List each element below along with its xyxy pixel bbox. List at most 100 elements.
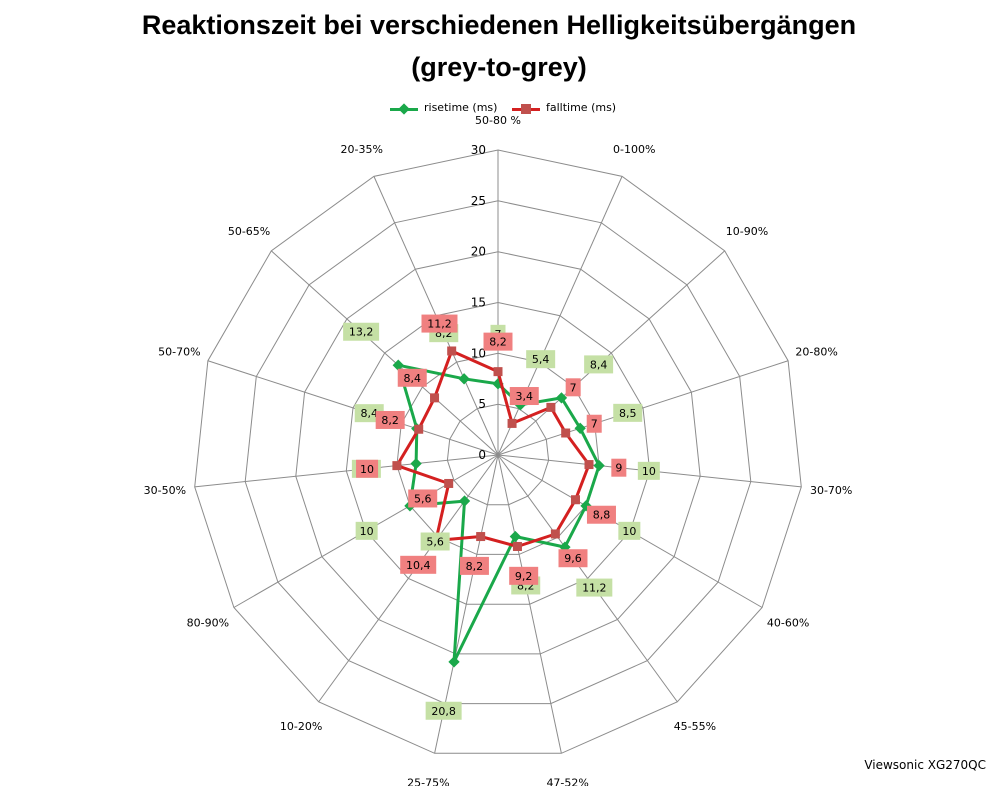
grid-spoke bbox=[207, 360, 499, 456]
falltime-marker bbox=[493, 367, 503, 377]
falltime-data-label: 8,4 bbox=[403, 372, 421, 385]
grid-spoke bbox=[497, 360, 789, 456]
falltime-data-label: 10,4 bbox=[406, 559, 431, 572]
grid-ring bbox=[244, 200, 752, 705]
radial-tick-label: 5 bbox=[478, 397, 486, 411]
category-label: 20-35% bbox=[341, 143, 383, 156]
grid-spoke bbox=[271, 250, 499, 456]
data-label-bg bbox=[558, 549, 588, 568]
falltime-data-label: 8,8 bbox=[593, 509, 611, 522]
falltime-marker bbox=[392, 461, 402, 471]
risetime-data-label: 11,2 bbox=[582, 582, 607, 595]
data-label-bg bbox=[397, 368, 427, 387]
risetime-data-label: 5,6 bbox=[426, 536, 444, 549]
falltime-marker bbox=[584, 460, 594, 470]
falltime-data-label: 3,4 bbox=[516, 390, 534, 403]
category-label: 0-100% bbox=[613, 143, 655, 156]
data-label-bg bbox=[355, 521, 378, 540]
category-label: 20-80% bbox=[795, 345, 837, 358]
risetime-data-label: 10 bbox=[360, 525, 374, 538]
falltime-marker bbox=[546, 402, 556, 412]
falltime-marker bbox=[476, 532, 486, 542]
data-label-bg bbox=[420, 532, 450, 551]
watermark: Viewsonic XG270QC bbox=[864, 758, 986, 772]
falltime-marker bbox=[507, 418, 517, 428]
data-label-bg bbox=[375, 410, 405, 429]
category-label: 50-70% bbox=[158, 345, 200, 358]
falltime-data-label: 8,2 bbox=[466, 560, 484, 573]
risetime-marker bbox=[448, 656, 460, 668]
category-label: 50-80 % bbox=[475, 114, 521, 127]
data-label-bg bbox=[611, 458, 627, 477]
grid-ring bbox=[295, 251, 701, 655]
grid-spoke bbox=[497, 454, 562, 754]
data-label-bg bbox=[425, 701, 462, 720]
risetime-data-label: 8,4 bbox=[590, 358, 608, 371]
grid-spoke bbox=[497, 454, 678, 703]
falltime-marker bbox=[550, 529, 560, 539]
legend-label-risetime: risetime (ms) bbox=[424, 101, 498, 114]
data-label-bg bbox=[509, 566, 539, 585]
data-label-bg bbox=[408, 489, 438, 508]
data-label-bg bbox=[421, 314, 458, 333]
chart-title: Reaktionszeit bei verschiedenen Helligke… bbox=[141, 10, 857, 40]
radial-tick-label: 30 bbox=[471, 143, 486, 157]
grid-spoke bbox=[497, 250, 725, 456]
falltime-marker bbox=[447, 346, 457, 356]
grid-spoke bbox=[194, 454, 499, 488]
falltime-data-label: 5,6 bbox=[414, 492, 432, 505]
risetime-data-label: 20,8 bbox=[431, 705, 456, 718]
category-label: 10-20% bbox=[280, 720, 322, 733]
risetime-marker bbox=[509, 530, 521, 543]
risetime-marker bbox=[593, 459, 605, 472]
data-label-bg bbox=[586, 414, 602, 433]
data-label-bg bbox=[637, 461, 660, 480]
data-label-bg bbox=[584, 355, 614, 374]
risetime-marker bbox=[458, 495, 471, 507]
data-label-bg bbox=[613, 403, 643, 422]
risetime-data-label: 5,4 bbox=[532, 353, 550, 366]
data-label-bg bbox=[618, 521, 641, 540]
category-label: 50-65% bbox=[228, 225, 270, 238]
category-label: 30-70% bbox=[810, 484, 852, 497]
falltime-data-label: 9 bbox=[615, 462, 622, 475]
category-label: 80-90% bbox=[187, 617, 229, 630]
legend-label-falltime: falltime (ms) bbox=[546, 101, 617, 114]
data-label-bg bbox=[565, 378, 581, 397]
risetime-data-label: 13,2 bbox=[349, 326, 374, 339]
grid-spoke bbox=[497, 176, 623, 456]
falltime-marker bbox=[561, 428, 571, 438]
grid-ring bbox=[194, 149, 802, 754]
data-label-bg bbox=[356, 459, 379, 478]
risetime-marker bbox=[410, 457, 422, 470]
risetime-data-label: 8,5 bbox=[619, 407, 637, 420]
falltime-data-label: 10 bbox=[360, 463, 374, 476]
falltime-marker bbox=[414, 424, 424, 434]
data-label-bg bbox=[576, 578, 613, 597]
data-label-bg bbox=[483, 332, 513, 351]
falltime-data-label: 8,2 bbox=[489, 336, 507, 349]
category-label: 47-52% bbox=[546, 777, 588, 786]
risetime-marker bbox=[555, 392, 568, 404]
falltime-data-label: 7 bbox=[591, 418, 598, 431]
radial-tick-label: 20 bbox=[471, 245, 486, 259]
data-label-bg bbox=[509, 387, 539, 406]
data-label-bg bbox=[586, 505, 616, 524]
grid-ring bbox=[396, 352, 600, 555]
radial-tick-label: 15 bbox=[471, 296, 486, 310]
radial-tick-label: 0 bbox=[478, 448, 486, 462]
category-label: 30-50% bbox=[144, 484, 186, 497]
data-label-bg bbox=[343, 322, 380, 341]
falltime-data-label: 9,2 bbox=[515, 570, 533, 583]
grid-ring bbox=[446, 403, 550, 506]
falltime-marker bbox=[444, 478, 454, 488]
risetime-marker bbox=[458, 373, 470, 385]
series-line-falltime bbox=[395, 349, 591, 548]
falltime-data-label: 7 bbox=[570, 381, 577, 394]
data-label-bg bbox=[526, 350, 556, 369]
falltime-data-label: 9,6 bbox=[564, 552, 582, 565]
radial-tick-label: 25 bbox=[471, 194, 486, 208]
falltime-data-label: 8,2 bbox=[381, 414, 399, 427]
category-label: 10-90% bbox=[726, 225, 768, 238]
